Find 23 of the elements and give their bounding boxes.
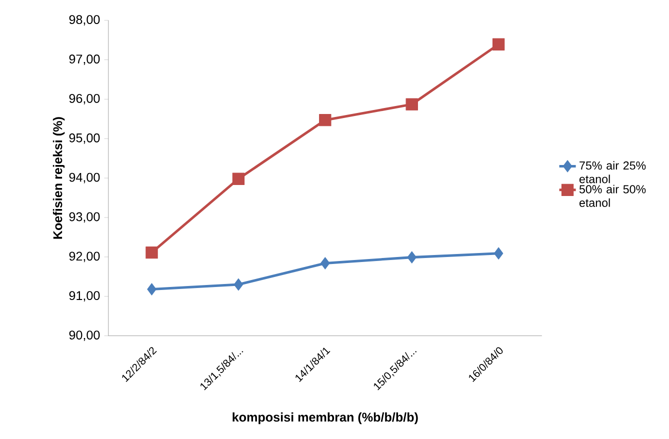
point (147, 283, 156, 296)
y-tick-label: 96,00 (69, 94, 100, 104)
point (320, 256, 330, 270)
y-tick-label: 98,00 (69, 14, 100, 26)
y-tick-label: 95,00 (69, 133, 100, 144)
y-tick-label: 92,00 (69, 252, 100, 262)
point (234, 278, 244, 290)
point (232, 172, 245, 185)
y-tick-label: 94,00 (69, 172, 100, 184)
x-axis-title: komposisi membran (%b/b/b/b) (232, 412, 418, 424)
y-tick-label: 93,00 (69, 212, 100, 223)
y-axis-title: Koefisien rejeksi (%) (52, 117, 65, 239)
point (407, 251, 417, 264)
legend-label: 50% air 50% etanol (579, 184, 646, 207)
legend-label: 75% air 25% etanol (579, 160, 646, 184)
y-tick-label: 97,00 (69, 54, 100, 65)
y-tick-label: 90,00 (69, 330, 100, 341)
point (492, 38, 505, 50)
point (319, 114, 332, 126)
point (146, 246, 158, 259)
point (406, 98, 418, 110)
y-tick-label: 91,00 (69, 290, 100, 302)
point (494, 247, 504, 260)
